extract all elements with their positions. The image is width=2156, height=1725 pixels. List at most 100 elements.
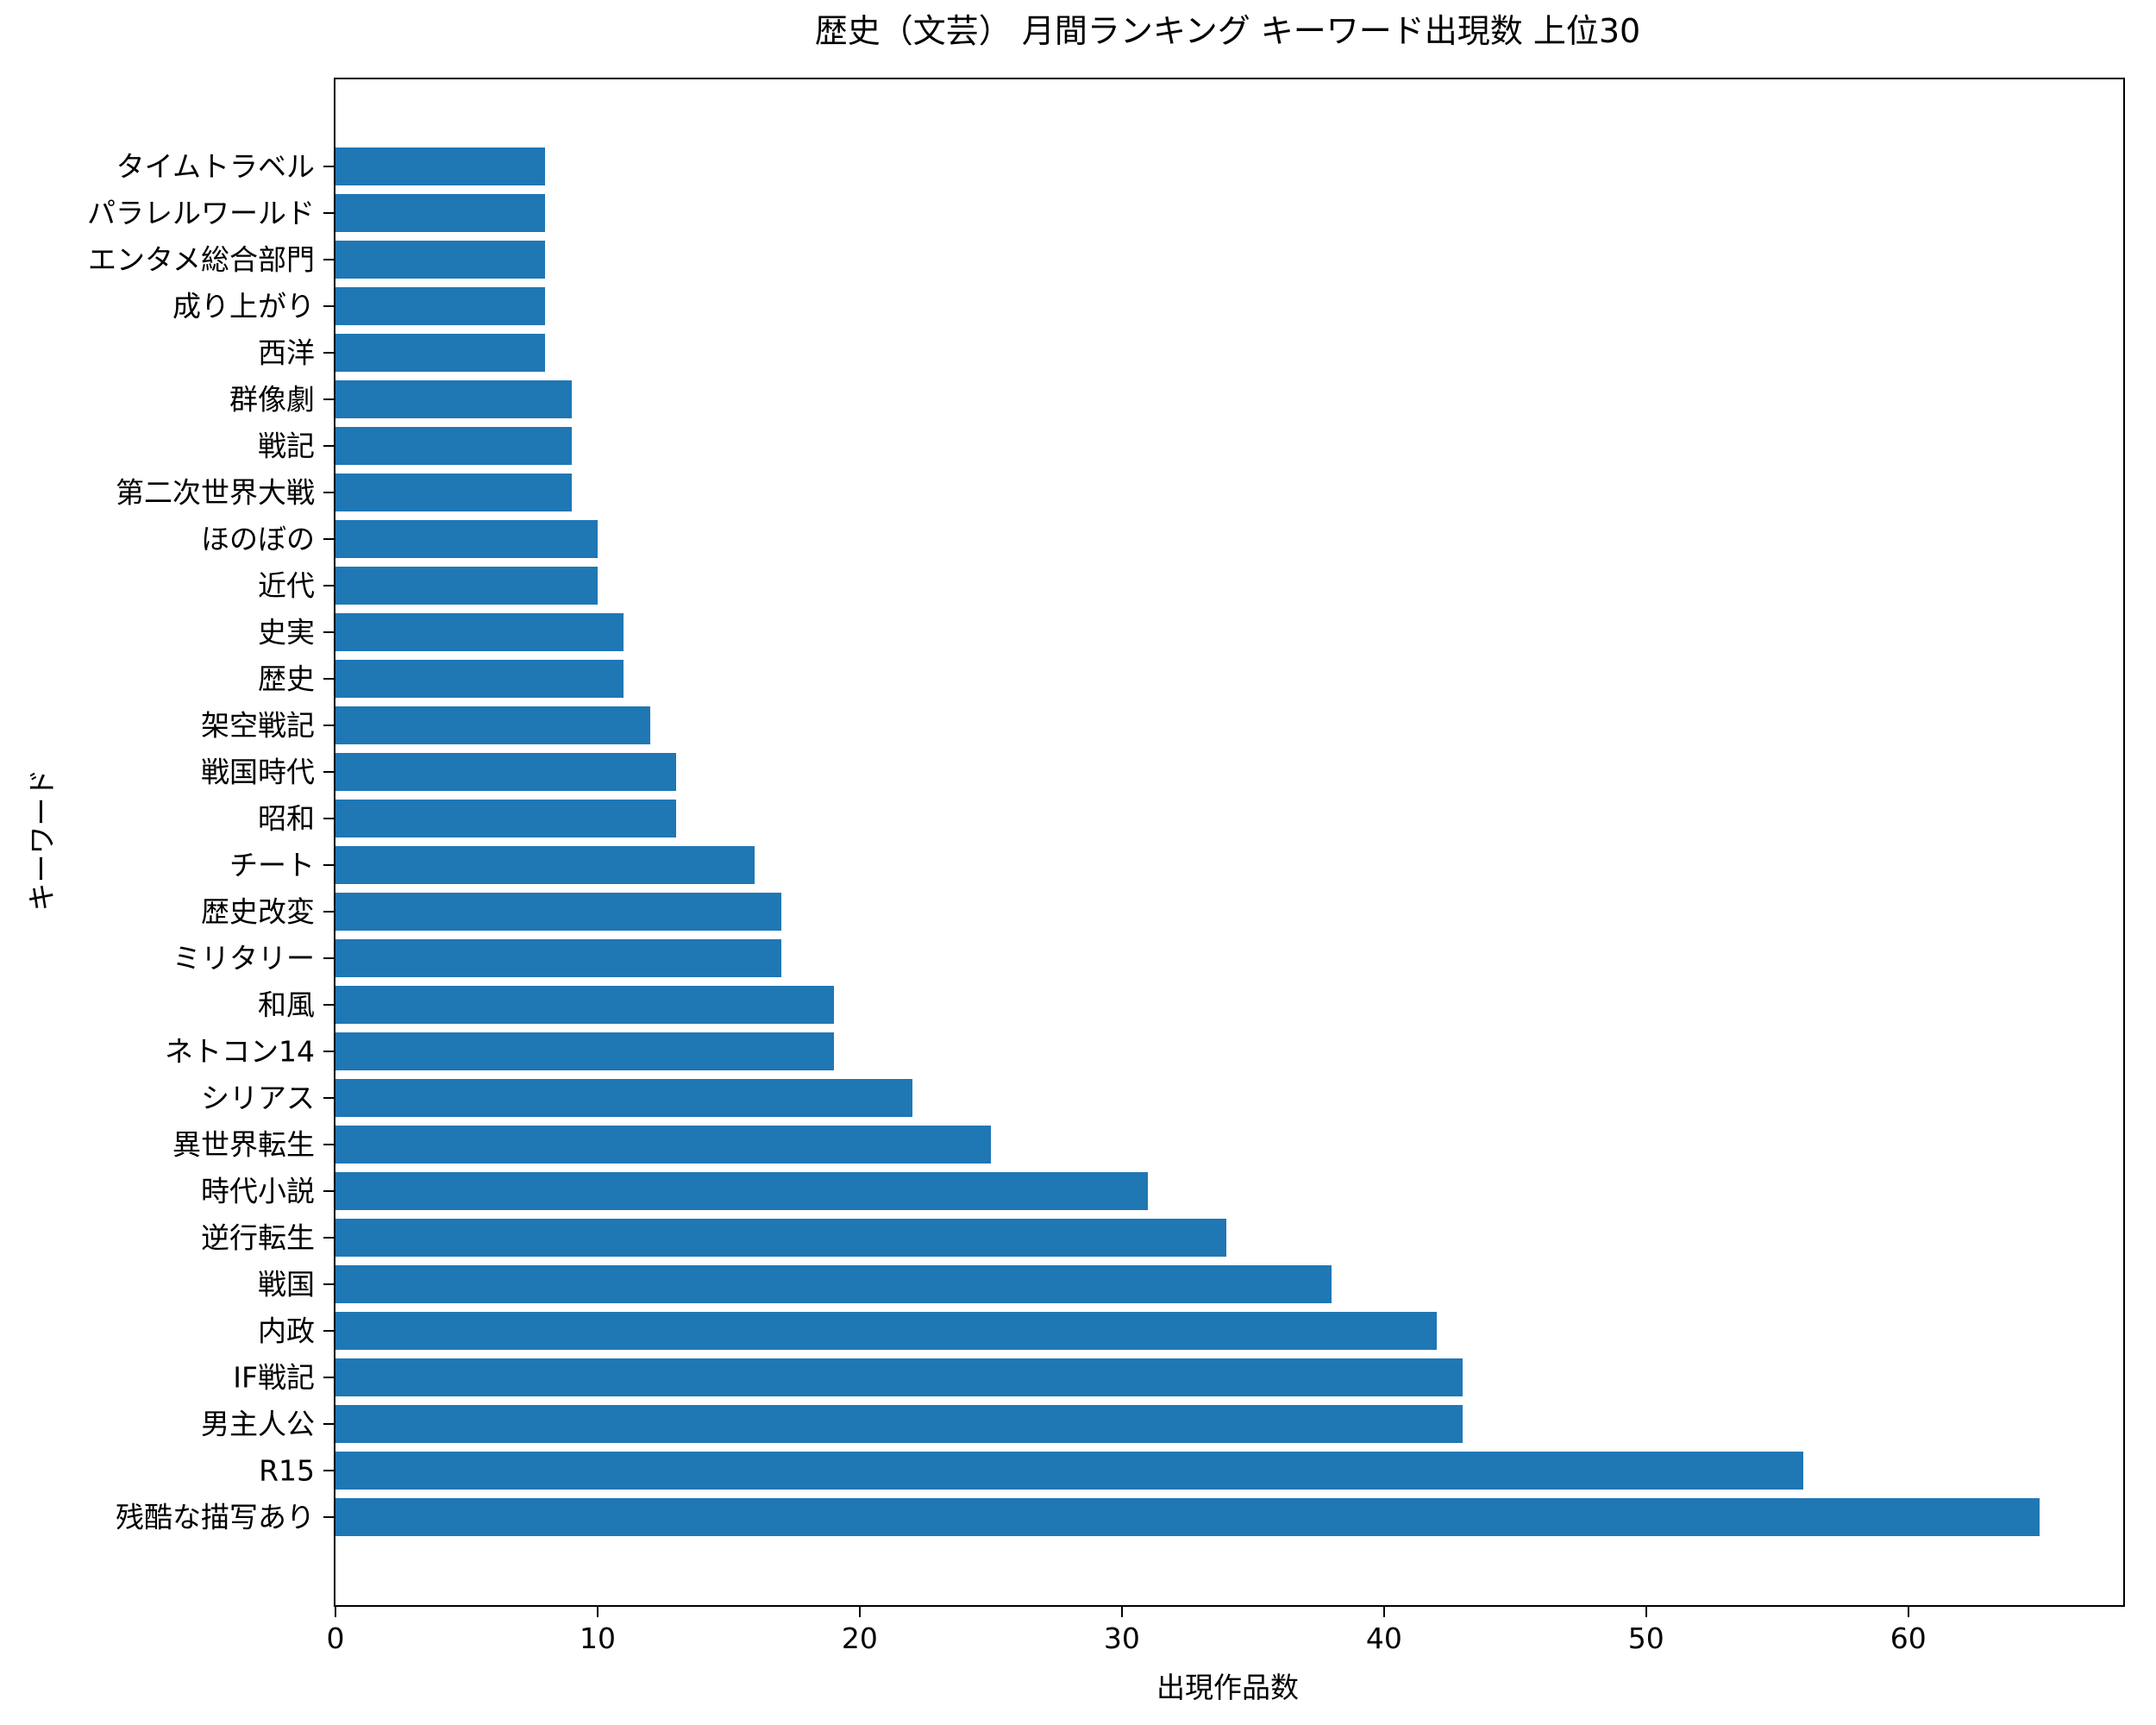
category-label: 時代小説 — [201, 1174, 315, 1208]
category-label: 戦国 — [258, 1267, 315, 1302]
y-tick-mark — [323, 771, 334, 773]
bar-row: 歴史改変 — [201, 888, 2123, 935]
y-tick-mark — [323, 305, 334, 307]
category-label: 和風 — [258, 988, 315, 1022]
bar — [335, 893, 781, 931]
bar-row: ミリタリー — [172, 935, 2123, 982]
bar — [335, 1079, 912, 1117]
y-tick-mark — [323, 1004, 334, 1006]
y-tick-mark — [323, 724, 334, 726]
category-label: 西洋 — [258, 336, 315, 370]
y-tick-mark — [323, 1237, 334, 1239]
bar — [335, 660, 624, 698]
y-tick-mark — [323, 585, 334, 586]
category-label: ネトコン14 — [165, 1034, 315, 1069]
bar-row: 西洋 — [258, 329, 2123, 376]
bar — [335, 1032, 834, 1070]
y-tick-mark — [323, 259, 334, 260]
x-axis-label: 出現作品数 — [1156, 1671, 1299, 1704]
bar — [335, 241, 546, 279]
x-tick-label: 20 — [841, 1622, 878, 1655]
bar — [335, 1126, 991, 1164]
y-tick-mark — [323, 1190, 334, 1192]
bar — [335, 846, 755, 884]
bar-row: タイムトラベル — [116, 143, 2123, 190]
y-tick-mark — [323, 1470, 334, 1471]
y-tick-mark — [323, 212, 334, 214]
bar-row: 第二次世界大戦 — [116, 469, 2123, 516]
x-tick-label: 40 — [1365, 1622, 1402, 1655]
y-tick-mark — [323, 1377, 334, 1378]
bar-row: 内政 — [258, 1308, 2123, 1354]
category-label: 群像劇 — [229, 382, 315, 417]
bar-row: パラレルワールド — [87, 190, 2123, 236]
x-tick-mark — [858, 1607, 861, 1617]
bar-row: 昭和 — [258, 795, 2123, 842]
bar-row: ネトコン14 — [165, 1028, 2123, 1075]
bar-row: 史実 — [258, 609, 2123, 656]
y-tick-mark — [323, 818, 334, 819]
bar-row: 戦国時代 — [201, 749, 2123, 795]
x-tick-mark — [596, 1607, 599, 1617]
bar — [335, 1219, 1227, 1257]
category-label: 残酷な描写あり — [116, 1500, 315, 1534]
bar — [335, 1172, 1149, 1210]
category-label: 内政 — [258, 1314, 315, 1348]
y-tick-mark — [323, 492, 334, 493]
chart-title: 歴史（文芸） 月間ランキング キーワード出現数 上位30 — [814, 12, 1641, 50]
bar — [335, 194, 546, 232]
bar — [335, 753, 677, 791]
bar-row: 和風 — [258, 982, 2123, 1028]
bar-row: 男主人公 — [201, 1401, 2123, 1447]
y-tick-mark — [323, 1144, 334, 1145]
y-tick-mark — [323, 445, 334, 447]
bar — [335, 334, 546, 372]
category-label: 歴史 — [258, 662, 315, 696]
category-label: ほのぼの — [201, 522, 315, 556]
plot-area: タイムトラベル パラレルワールド エンタメ総合部門 成り上がり 西洋 群像劇 戦記 第二次世界… — [87, 78, 2125, 1653]
bar-row: 戦国 — [258, 1261, 2123, 1308]
bar-row: IF戦記 — [233, 1354, 2123, 1401]
bar — [335, 287, 546, 325]
bar-row: チート — [229, 842, 2123, 888]
category-label: IF戦記 — [233, 1360, 315, 1395]
bar — [335, 1405, 1463, 1443]
y-tick-mark — [323, 631, 334, 633]
category-label: ミリタリー — [172, 941, 315, 975]
category-label: 戦記 — [258, 429, 315, 463]
y-tick-mark — [323, 957, 334, 959]
y-tick-mark — [323, 538, 334, 540]
x-tick-label: 10 — [579, 1622, 616, 1655]
bar — [335, 1265, 1332, 1303]
y-tick-mark — [323, 166, 334, 167]
bar — [335, 1312, 1437, 1350]
bar — [335, 1358, 1463, 1396]
y-tick-mark — [323, 1051, 334, 1052]
bar — [335, 147, 546, 185]
category-label: 逆行転生 — [201, 1220, 315, 1255]
bar-row: 戦記 — [258, 423, 2123, 469]
bar-row: 成り上がり — [172, 283, 2123, 329]
x-tick-mark — [335, 1607, 336, 1617]
y-tick-mark — [323, 1516, 334, 1518]
bar-row: 歴史 — [258, 656, 2123, 702]
category-label: 成り上がり — [172, 289, 315, 323]
y-tick-mark — [323, 1097, 334, 1099]
bar — [335, 800, 677, 837]
y-tick-mark — [323, 911, 334, 913]
x-tick-label: 30 — [1103, 1622, 1140, 1655]
category-label: 昭和 — [258, 801, 315, 836]
bar-row: 近代 — [258, 562, 2123, 609]
bar — [335, 939, 781, 977]
bar-row: 異世界転生 — [172, 1121, 2123, 1168]
y-tick-mark — [323, 864, 334, 866]
category-label: R15 — [259, 1453, 315, 1488]
x-tick-mark — [1645, 1607, 1647, 1617]
bar — [335, 986, 834, 1024]
category-label: 架空戦記 — [201, 708, 315, 743]
category-label: 第二次世界大戦 — [116, 475, 315, 510]
x-tick-label: 0 — [326, 1622, 345, 1655]
bar — [335, 1498, 2040, 1536]
category-label: シリアス — [201, 1081, 315, 1115]
